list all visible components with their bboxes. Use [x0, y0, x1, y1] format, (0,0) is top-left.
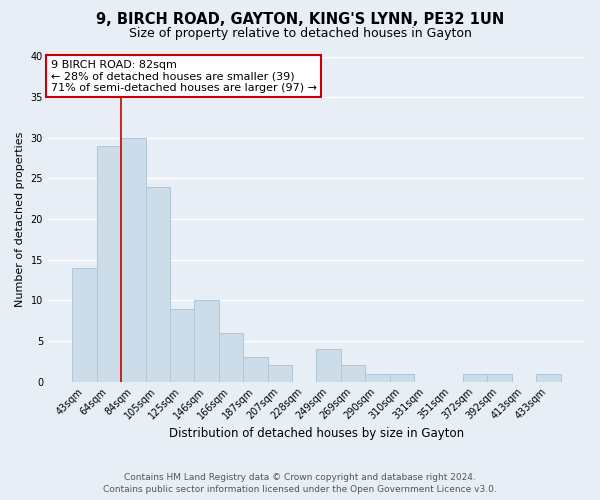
- Bar: [73, 268, 97, 382]
- Bar: [121, 138, 146, 382]
- Bar: [268, 366, 292, 382]
- Bar: [97, 146, 121, 382]
- Text: 9, BIRCH ROAD, GAYTON, KING'S LYNN, PE32 1UN: 9, BIRCH ROAD, GAYTON, KING'S LYNN, PE32…: [96, 12, 504, 28]
- Bar: [341, 366, 365, 382]
- Bar: [365, 374, 389, 382]
- Bar: [194, 300, 219, 382]
- Bar: [170, 308, 194, 382]
- Text: Size of property relative to detached houses in Gayton: Size of property relative to detached ho…: [128, 28, 472, 40]
- Bar: [219, 333, 243, 382]
- Text: Contains HM Land Registry data © Crown copyright and database right 2024.
Contai: Contains HM Land Registry data © Crown c…: [103, 472, 497, 494]
- X-axis label: Distribution of detached houses by size in Gayton: Distribution of detached houses by size …: [169, 427, 464, 440]
- Bar: [463, 374, 487, 382]
- Bar: [243, 358, 268, 382]
- Bar: [146, 186, 170, 382]
- Bar: [389, 374, 414, 382]
- Y-axis label: Number of detached properties: Number of detached properties: [15, 132, 25, 307]
- Text: 9 BIRCH ROAD: 82sqm
← 28% of detached houses are smaller (39)
71% of semi-detach: 9 BIRCH ROAD: 82sqm ← 28% of detached ho…: [50, 60, 317, 93]
- Bar: [316, 349, 341, 382]
- Bar: [487, 374, 512, 382]
- Bar: [536, 374, 560, 382]
